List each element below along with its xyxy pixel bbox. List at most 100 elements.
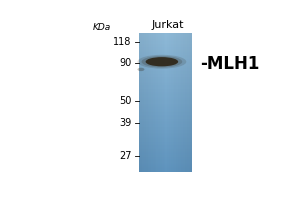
- Bar: [158, 33, 160, 172]
- Bar: [139, 37, 192, 38]
- Bar: [139, 55, 192, 56]
- Bar: [139, 135, 192, 136]
- Bar: [139, 171, 192, 172]
- Bar: [139, 118, 192, 119]
- Bar: [139, 89, 192, 90]
- Bar: [164, 33, 165, 172]
- Bar: [139, 52, 192, 53]
- Bar: [139, 49, 192, 51]
- Bar: [139, 77, 192, 78]
- Bar: [139, 75, 192, 76]
- Bar: [139, 78, 192, 79]
- Text: 50: 50: [119, 96, 132, 106]
- Bar: [139, 109, 192, 111]
- Bar: [139, 62, 192, 63]
- Bar: [139, 61, 192, 62]
- Bar: [139, 92, 192, 93]
- Bar: [151, 33, 153, 172]
- Bar: [139, 167, 192, 168]
- Bar: [139, 53, 192, 54]
- Bar: [139, 166, 192, 167]
- Bar: [139, 88, 192, 89]
- Bar: [139, 161, 192, 163]
- Bar: [139, 105, 192, 106]
- Bar: [139, 128, 192, 129]
- Bar: [139, 97, 192, 98]
- Bar: [139, 46, 192, 47]
- Bar: [139, 111, 192, 112]
- Bar: [139, 69, 192, 70]
- Bar: [139, 144, 192, 145]
- Bar: [139, 41, 192, 42]
- Text: 39: 39: [119, 118, 132, 128]
- Bar: [139, 90, 192, 91]
- Bar: [178, 33, 180, 172]
- Bar: [139, 127, 192, 128]
- Bar: [144, 33, 146, 172]
- Bar: [188, 33, 190, 172]
- Bar: [139, 170, 192, 171]
- Bar: [139, 96, 192, 97]
- Bar: [139, 137, 192, 138]
- Bar: [139, 151, 192, 152]
- Bar: [139, 68, 192, 69]
- Bar: [139, 156, 192, 157]
- Bar: [176, 33, 178, 172]
- Bar: [139, 155, 192, 156]
- Bar: [139, 123, 192, 124]
- Bar: [139, 101, 192, 103]
- Bar: [139, 71, 192, 73]
- Bar: [162, 33, 164, 172]
- Bar: [139, 115, 192, 116]
- Bar: [139, 38, 192, 39]
- Bar: [139, 64, 192, 66]
- Bar: [149, 33, 151, 172]
- Bar: [139, 104, 192, 105]
- Bar: [139, 133, 192, 134]
- Bar: [160, 33, 162, 172]
- Bar: [139, 85, 192, 86]
- Bar: [139, 56, 192, 57]
- Bar: [139, 160, 192, 161]
- Bar: [139, 163, 192, 164]
- Bar: [139, 79, 192, 81]
- Bar: [139, 149, 192, 150]
- Bar: [139, 158, 192, 159]
- Bar: [139, 67, 192, 68]
- Bar: [171, 33, 172, 172]
- Bar: [139, 152, 192, 153]
- Bar: [139, 145, 192, 146]
- Ellipse shape: [142, 56, 182, 68]
- Bar: [139, 84, 192, 85]
- Bar: [139, 59, 192, 60]
- Bar: [139, 141, 192, 142]
- Bar: [139, 34, 192, 36]
- Ellipse shape: [146, 57, 178, 66]
- Bar: [139, 45, 192, 46]
- Bar: [139, 153, 192, 155]
- Bar: [139, 42, 192, 44]
- Bar: [139, 82, 192, 83]
- Bar: [183, 33, 185, 172]
- Bar: [139, 106, 192, 107]
- Bar: [167, 33, 169, 172]
- Bar: [153, 33, 155, 172]
- Bar: [139, 146, 192, 148]
- Bar: [139, 157, 192, 158]
- Bar: [172, 33, 174, 172]
- Bar: [148, 33, 149, 172]
- Bar: [139, 36, 192, 37]
- Bar: [139, 143, 192, 144]
- Bar: [139, 93, 192, 94]
- Bar: [139, 81, 192, 82]
- Bar: [139, 44, 192, 45]
- Bar: [139, 131, 192, 133]
- Bar: [146, 33, 148, 172]
- Bar: [139, 70, 192, 71]
- Bar: [169, 33, 171, 172]
- Bar: [139, 51, 192, 52]
- Bar: [139, 159, 192, 160]
- Bar: [139, 121, 192, 122]
- Bar: [139, 129, 192, 130]
- Bar: [139, 122, 192, 123]
